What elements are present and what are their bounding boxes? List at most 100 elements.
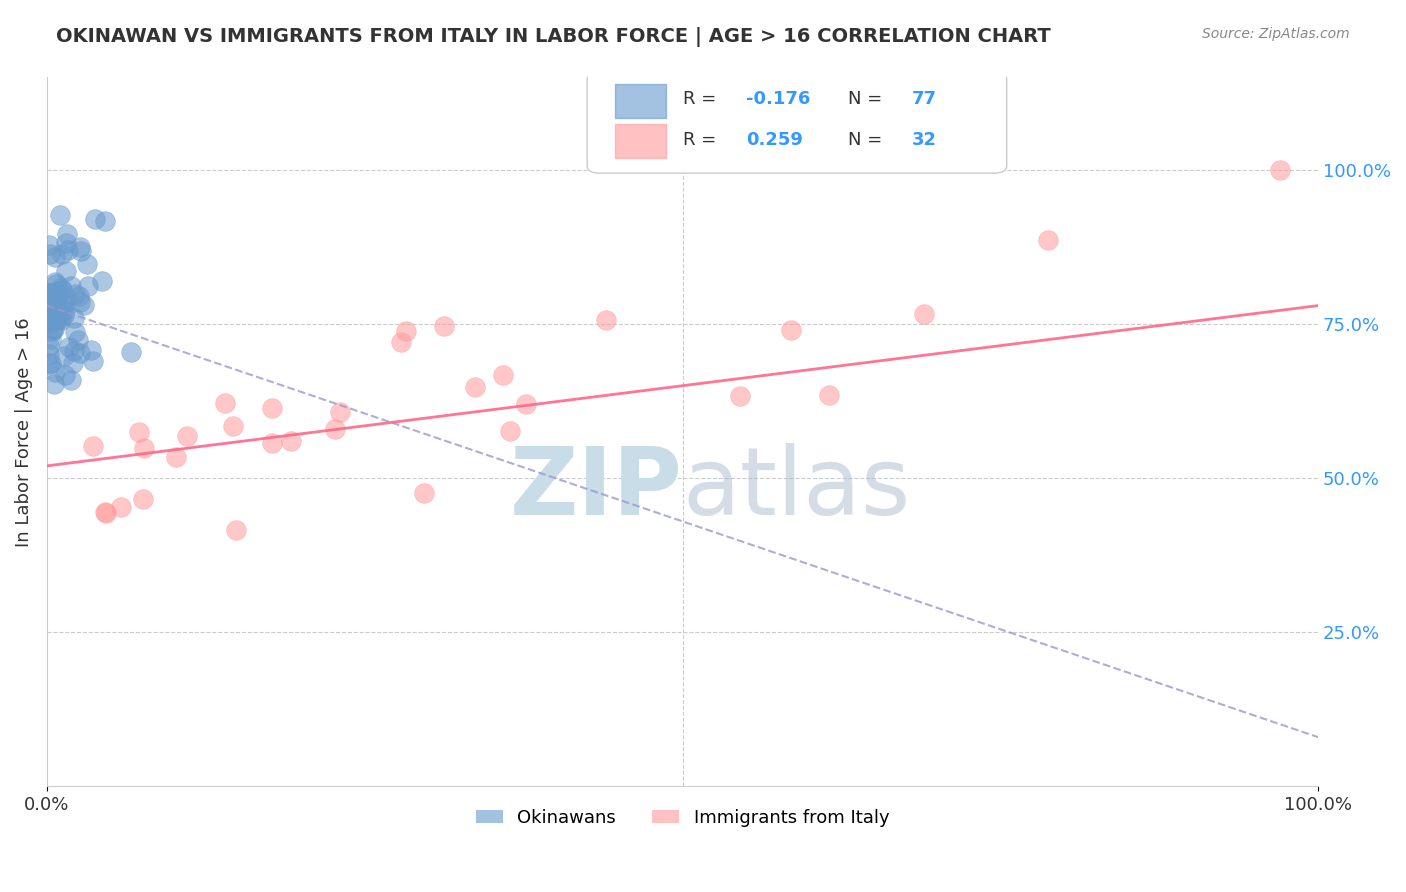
Text: 77: 77 (911, 90, 936, 108)
Point (80, 343, 103, 357)
Point (41, 286, 63, 301)
Point (214, 395, 236, 409)
Point (38, 306, 60, 320)
Point (44, 288, 66, 302)
Y-axis label: In Labor Force | Age > 16: In Labor Force | Age > 16 (15, 318, 32, 547)
Point (55, 235, 77, 250)
Point (62, 356, 84, 370)
Point (42, 377, 65, 392)
Text: Source: ZipAtlas.com: Source: ZipAtlas.com (1202, 27, 1350, 41)
Text: R =: R = (682, 90, 721, 108)
Point (132, 442, 155, 456)
Point (39, 247, 62, 261)
Point (38, 238, 60, 252)
Point (728, 389, 751, 403)
Point (53, 308, 76, 322)
Point (83, 211, 105, 226)
Point (110, 500, 132, 515)
Point (49, 281, 72, 295)
Text: ZIP: ZIP (509, 442, 682, 534)
Point (132, 492, 155, 507)
Point (39, 332, 62, 346)
Point (42, 285, 65, 300)
Bar (616, 123, 666, 158)
Point (42, 295, 65, 310)
Point (39, 356, 62, 370)
Bar (616, 84, 666, 118)
Point (44, 250, 66, 264)
Point (58, 244, 80, 258)
Point (176, 429, 198, 443)
Point (260, 435, 283, 450)
Point (225, 523, 247, 537)
Point (38, 307, 60, 321)
Point (94, 505, 117, 519)
Point (595, 312, 617, 326)
Point (59, 279, 82, 293)
Point (46, 312, 69, 326)
Point (53, 368, 76, 383)
Point (515, 397, 537, 411)
Point (69, 240, 91, 254)
Point (42, 290, 65, 304)
Point (413, 486, 436, 500)
Point (38, 288, 60, 302)
Text: R =: R = (682, 131, 721, 149)
Point (65, 325, 87, 339)
Point (44, 322, 66, 336)
Point (91, 274, 114, 288)
Text: atlas: atlas (682, 442, 911, 534)
Point (120, 344, 142, 359)
Point (51, 301, 73, 315)
Point (49, 313, 72, 327)
Point (56, 227, 79, 241)
Point (323, 422, 346, 436)
Point (1038, 234, 1060, 248)
Point (96, 507, 118, 521)
Point (329, 405, 352, 419)
Point (73, 298, 96, 312)
Point (94, 214, 117, 228)
FancyBboxPatch shape (588, 63, 1007, 173)
Point (38, 339, 60, 353)
Text: N =: N = (848, 131, 887, 149)
Point (82, 439, 104, 453)
Point (44, 312, 66, 326)
Point (38, 311, 60, 326)
Point (389, 334, 412, 349)
Point (42, 322, 65, 336)
Text: OKINAWAN VS IMMIGRANTS FROM ITALY IN LABOR FORCE | AGE > 16 CORRELATION CHART: OKINAWAN VS IMMIGRANTS FROM ITALY IN LAB… (56, 27, 1052, 46)
Point (221, 418, 243, 433)
Point (62, 311, 84, 326)
Text: N =: N = (848, 90, 887, 108)
Point (39, 298, 62, 312)
Point (280, 434, 302, 448)
Point (128, 425, 150, 439)
Point (76, 257, 98, 271)
Point (51, 283, 73, 297)
Point (433, 318, 456, 333)
Point (55, 264, 77, 278)
Point (38, 311, 60, 326)
Point (38, 287, 60, 301)
Point (1268, 162, 1291, 177)
Point (38, 347, 60, 361)
Point (45, 299, 67, 313)
Point (49, 208, 72, 222)
Point (260, 401, 283, 416)
Point (53, 302, 76, 317)
Point (912, 307, 935, 321)
Point (67, 333, 90, 347)
Point (38, 357, 60, 371)
Point (53, 297, 76, 311)
Point (46, 312, 69, 326)
Point (38, 315, 60, 329)
Point (69, 294, 91, 309)
Point (69, 346, 91, 360)
Text: 0.259: 0.259 (747, 131, 803, 149)
Point (44, 275, 66, 289)
Point (51, 246, 73, 260)
Point (63, 343, 86, 358)
Point (45, 277, 67, 291)
Point (165, 450, 187, 465)
